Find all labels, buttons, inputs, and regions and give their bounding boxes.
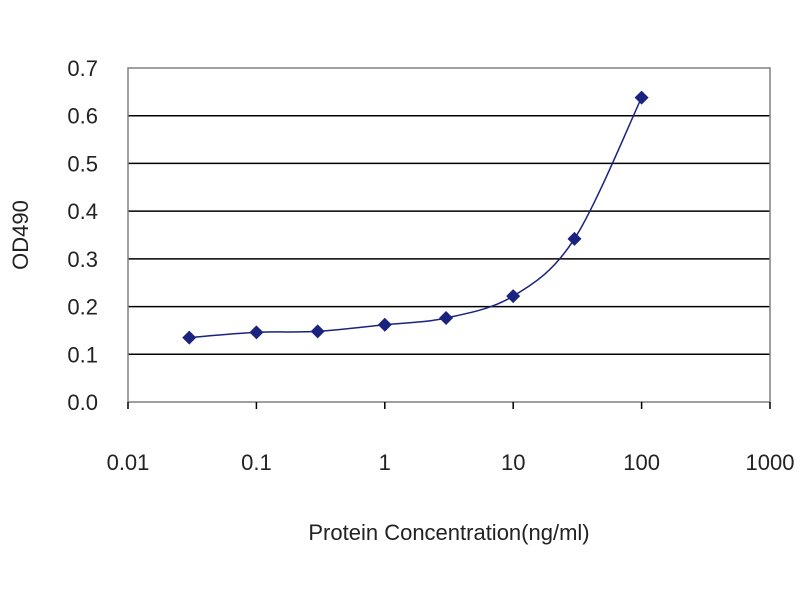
data-point-diamond — [310, 324, 325, 339]
x-axis-ticks: 0.01 0.1 1 10 100 1000 — [107, 402, 795, 475]
x-tick-label: 0.1 — [241, 450, 272, 475]
data-point-diamond — [567, 231, 582, 246]
x-tick-label: 1000 — [746, 450, 795, 475]
y-tick-label: 0.2 — [67, 295, 98, 320]
x-axis-title: Protein Concentration(ng/ml) — [308, 520, 589, 545]
data-point-diamond — [439, 311, 454, 326]
data-point-diamond — [182, 330, 197, 345]
data-point-diamond — [377, 317, 392, 332]
data-point-diamond — [506, 289, 521, 304]
gridlines — [128, 114, 770, 356]
x-tick-label: 10 — [501, 450, 525, 475]
series-line — [189, 97, 643, 339]
y-tick-label: 0.1 — [67, 342, 98, 367]
x-tick-label: 1 — [379, 450, 391, 475]
y-tick-label: 0.4 — [67, 199, 98, 224]
y-tick-label: 0.0 — [67, 390, 98, 415]
y-tick-label: 0.3 — [67, 247, 98, 272]
y-tick-label: 0.5 — [67, 151, 98, 176]
plot-area-frame — [127, 67, 771, 403]
y-axis-ticks: 0.0 0.1 0.2 0.3 0.4 0.5 0.6 0.7 — [67, 56, 98, 415]
y-tick-label: 0.6 — [67, 104, 98, 129]
x-tick-label: 100 — [623, 450, 660, 475]
data-point-diamond — [249, 325, 264, 340]
data-points — [182, 90, 649, 345]
y-axis-title: OD490 — [8, 200, 33, 270]
x-tick-label: 0.01 — [107, 450, 150, 475]
y-tick-label: 0.7 — [67, 56, 98, 81]
data-point-diamond — [634, 90, 649, 105]
